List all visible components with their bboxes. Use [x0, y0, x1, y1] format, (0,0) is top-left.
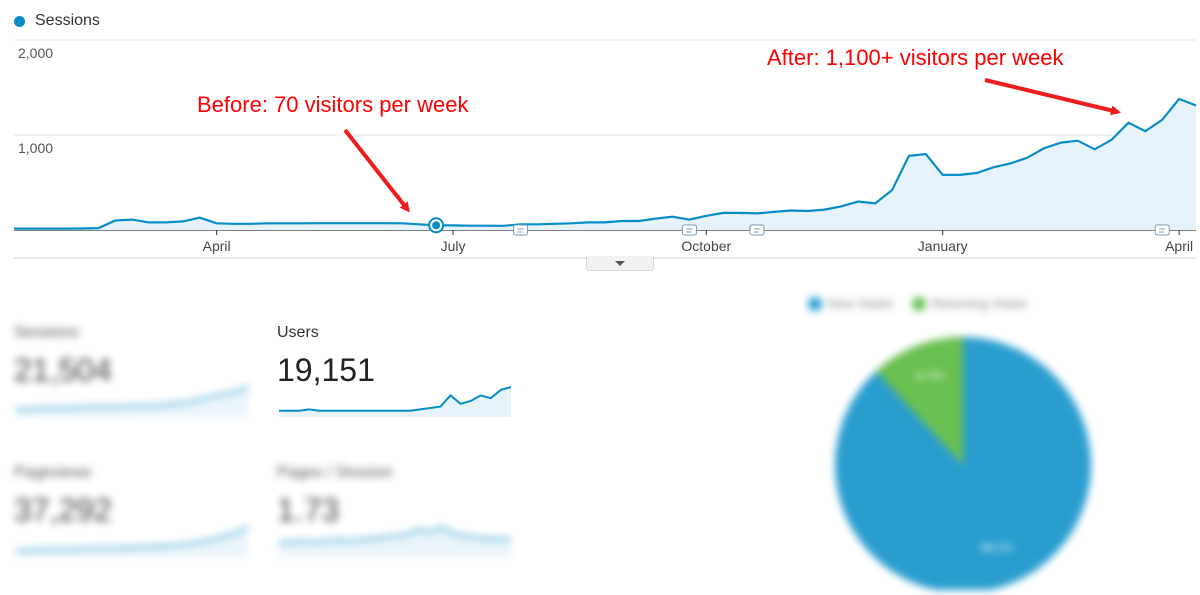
sparkline-fill: [279, 527, 511, 557]
sparkline-line: [279, 525, 512, 544]
pie-legend-item-returning[interactable]: Returning Visitor: [911, 296, 1028, 311]
sparkline-line: [16, 526, 249, 552]
x-tick-label: April: [203, 238, 231, 254]
pie-slice[interactable]: [876, 337, 963, 465]
pie-legend-label: Returning Visitor: [931, 296, 1028, 311]
metric-tile-sessions[interactable]: Sessions 21,504: [14, 322, 264, 444]
metric-value: 37,292: [14, 492, 112, 528]
x-tick-label: April: [1165, 238, 1193, 254]
y-tick-label: 1,000: [18, 140, 53, 156]
metric-label: Pages / Session: [277, 464, 393, 481]
sparkline-fill: [16, 527, 248, 557]
visitor-type-pie-chart: 88.1% 11.9%: [834, 337, 1091, 593]
sessions-line: [14, 97, 1197, 230]
annotation-marker-icon[interactable]: [681, 224, 697, 236]
sessions-legend-dot: [14, 15, 25, 27]
pie-legend: New Visitor Returning Visitor: [808, 296, 1027, 311]
sparkline-fill: [16, 387, 248, 417]
annotation-arrow-after: [984, 78, 1121, 116]
metric-tile-pageviews[interactable]: Pageviews 37,292: [14, 462, 264, 584]
annotation-marker-icon[interactable]: [513, 224, 529, 236]
annotation-marker-icon[interactable]: [749, 224, 765, 236]
metric-value: 1.73: [277, 492, 340, 528]
pie-legend-label: New Visitor: [828, 296, 894, 311]
pie-slice-label: 11.9%: [914, 370, 945, 382]
returning-visitor-swatch: [911, 296, 926, 311]
metric-tile-pages-per-session[interactable]: Pages / Session 1.73: [277, 462, 527, 584]
metric-sparkline: [279, 386, 512, 417]
pie-slice-label: 88.1%: [981, 542, 1012, 554]
metric-sparkline: [279, 525, 512, 557]
annotation-marker-icon[interactable]: [1154, 224, 1170, 236]
metric-sparkline: [16, 526, 249, 557]
annotation-before: Before: 70 visitors per week: [197, 92, 469, 117]
new-visitor-swatch: [808, 296, 822, 311]
chevron-down-icon: [615, 260, 625, 266]
metric-value: 21,504: [14, 352, 112, 388]
y-tick-label: 2,000: [18, 45, 53, 61]
sparkline-line: [279, 386, 512, 412]
collapse-chart-toggle[interactable]: [586, 256, 654, 271]
metric-label: Users: [277, 324, 319, 341]
sparkline-line: [16, 386, 249, 411]
sessions-area-fill: [14, 98, 1196, 231]
metric-value: 19,151: [277, 352, 375, 388]
metric-label: Sessions: [14, 324, 79, 341]
sparkline-fill: [279, 387, 511, 417]
pie-legend-item-new[interactable]: New Visitor: [808, 296, 894, 311]
chart-legend[interactable]: Sessions: [14, 12, 100, 30]
pie-slice[interactable]: [834, 337, 1091, 593]
x-tick-label: October: [681, 238, 731, 254]
metric-tile-users[interactable]: Users 19,151: [277, 322, 527, 444]
metric-label: Pageviews: [14, 464, 92, 481]
x-tick-label: January: [918, 238, 968, 254]
x-tick-label: July: [441, 238, 466, 254]
metric-sparkline: [16, 386, 249, 417]
highlighted-data-point-core: [432, 221, 441, 230]
visitor-type-pie-panel: New Visitor Returning Visitor 88.1% 11.9%: [800, 290, 1200, 593]
annotation-arrow-before: [343, 128, 410, 213]
annotation-after: After: 1,100+ visitors per week: [767, 45, 1065, 70]
legend-label: Sessions: [35, 12, 100, 29]
